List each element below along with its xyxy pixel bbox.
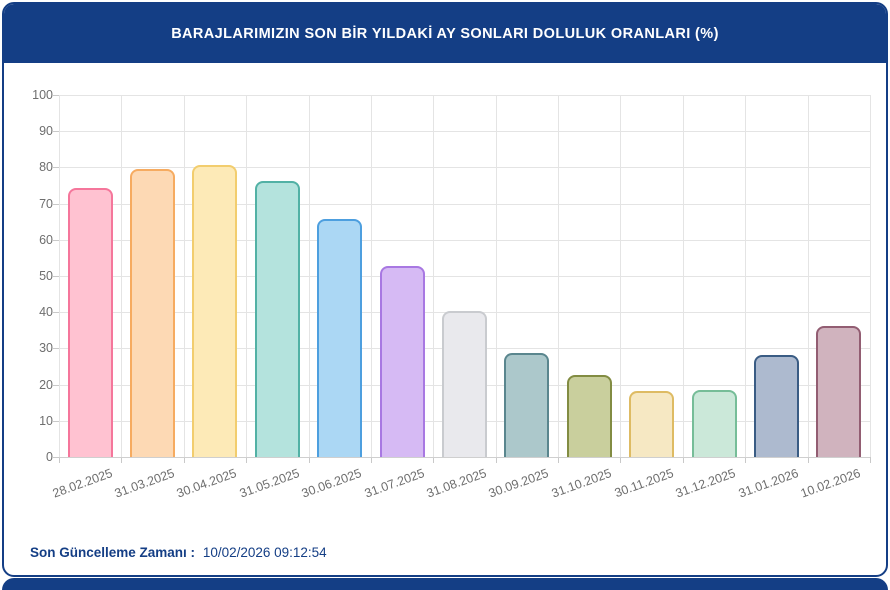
bar-31.03.2025[interactable] bbox=[130, 169, 176, 457]
x-axis-tick bbox=[183, 457, 185, 463]
x-axis-tick-label: 30.04.2025 bbox=[175, 466, 239, 501]
plot-area: 0 10 20 30 40 50 60 70 80 90 100 28.02.2025 31.03.20… bbox=[32, 88, 871, 501]
x-axis-tick-label: 28.02.2025 bbox=[50, 466, 114, 501]
bar-31.10.2025[interactable] bbox=[566, 375, 612, 457]
gridline-vertical bbox=[59, 95, 60, 457]
y-axis-tick-label: 10 bbox=[39, 413, 53, 428]
x-axis-tick bbox=[682, 457, 684, 463]
gridline-horizontal bbox=[59, 239, 870, 241]
bar-31.08.2025[interactable] bbox=[442, 311, 487, 457]
gridline-horizontal bbox=[59, 131, 870, 133]
x-axis-tick bbox=[620, 457, 622, 463]
gridline-vertical bbox=[370, 95, 372, 457]
y-axis-tick-label: 20 bbox=[39, 377, 53, 392]
bar-31.12.2025[interactable] bbox=[691, 390, 737, 457]
y-axis-tick bbox=[53, 348, 59, 350]
x-axis-tick bbox=[745, 457, 747, 463]
gridline-horizontal bbox=[59, 167, 870, 169]
y-axis-tick-label: 0 bbox=[46, 450, 53, 464]
gridline-vertical bbox=[495, 95, 497, 457]
y-axis-tick-label: 50 bbox=[39, 269, 53, 283]
x-axis-line bbox=[59, 457, 870, 458]
x-axis-tick-label: 31.10.2025 bbox=[549, 466, 614, 501]
dam-occupancy-card: BARAJLARIMIZIN SON BİR YILDAKİ AY SONLAR… bbox=[2, 2, 888, 577]
x-axis-tick-label: 10.02.2026 bbox=[799, 466, 863, 501]
bar-31.07.2025[interactable] bbox=[379, 265, 425, 457]
x-axis-tick-label: 30.09.2025 bbox=[487, 466, 551, 501]
gridline-vertical bbox=[682, 95, 684, 457]
y-axis-tick-label: 30 bbox=[39, 341, 53, 356]
x-axis-tick bbox=[246, 457, 248, 463]
gridline-vertical bbox=[807, 95, 809, 457]
x-axis-tick-label: 30.06.2025 bbox=[299, 466, 364, 501]
y-axis-tick bbox=[53, 239, 59, 241]
x-axis-tick-label: 31.05.2025 bbox=[237, 466, 302, 501]
x-axis-tick bbox=[807, 457, 809, 463]
y-axis-tick-label: 90 bbox=[39, 124, 53, 139]
x-axis-tick bbox=[433, 457, 435, 463]
gridline-horizontal bbox=[59, 203, 870, 205]
card-header: BARAJLARIMIZIN SON BİR YILDAKİ AY SONLAR… bbox=[4, 4, 886, 63]
gridline-vertical bbox=[121, 95, 123, 457]
last-update-footer: Son Güncelleme Zamanı : 10/02/2026 09:12… bbox=[30, 545, 327, 560]
y-axis-tick-label: 40 bbox=[39, 305, 53, 320]
bar-30.09.2025[interactable] bbox=[504, 353, 550, 457]
x-axis-tick bbox=[870, 457, 871, 463]
next-card-header-strip bbox=[2, 578, 888, 590]
bar-31.05.2025[interactable] bbox=[254, 181, 300, 457]
x-axis-tick-label: 31.01.2026 bbox=[736, 466, 801, 501]
gridline-vertical bbox=[620, 95, 622, 457]
x-axis-tick-label: 31.07.2025 bbox=[362, 466, 426, 501]
x-axis-tick bbox=[121, 457, 123, 463]
x-axis-tick bbox=[59, 457, 60, 463]
gridline-vertical bbox=[308, 95, 310, 457]
gridline-vertical bbox=[745, 95, 747, 457]
y-axis-tick bbox=[53, 131, 59, 133]
y-axis-tick bbox=[53, 312, 59, 314]
y-axis-tick-label: 60 bbox=[39, 232, 53, 247]
y-axis-tick bbox=[53, 457, 59, 458]
y-axis-tick bbox=[53, 203, 59, 205]
gridline-vertical bbox=[433, 95, 435, 457]
y-axis-tick-label: 70 bbox=[39, 196, 53, 211]
y-axis-tick bbox=[53, 95, 59, 96]
y-axis-tick bbox=[53, 420, 59, 422]
gridline-vertical bbox=[246, 95, 248, 457]
bar-10.02.2026[interactable] bbox=[816, 326, 862, 457]
bar-30.11.2025[interactable] bbox=[629, 391, 675, 457]
x-axis-tick bbox=[308, 457, 310, 463]
last-update-label: Son Güncelleme Zamanı : bbox=[30, 545, 196, 560]
y-axis-tick-label: 80 bbox=[39, 160, 53, 175]
x-axis-tick-label: 31.08.2025 bbox=[424, 466, 489, 501]
gridline-vertical bbox=[558, 95, 560, 457]
x-axis-tick bbox=[495, 457, 497, 463]
x-axis-tick bbox=[558, 457, 560, 463]
y-axis-tick bbox=[53, 167, 59, 169]
y-axis-tick bbox=[53, 276, 59, 277]
y-axis-tick bbox=[53, 384, 59, 386]
y-axis-tick-label: 100 bbox=[32, 88, 53, 102]
chart-title: BARAJLARIMIZIN SON BİR YILDAKİ AY SONLAR… bbox=[171, 25, 719, 42]
bar-31.01.2026[interactable] bbox=[753, 355, 799, 457]
x-axis-tick-label: 30.11.2025 bbox=[612, 466, 676, 501]
gridline-horizontal bbox=[59, 276, 870, 277]
x-axis-tick-label: 31.12.2025 bbox=[674, 466, 738, 501]
gridline-horizontal bbox=[59, 95, 870, 96]
x-axis-tick-label: 31.03.2025 bbox=[112, 466, 177, 501]
bar-28.02.2025[interactable] bbox=[67, 188, 113, 457]
bar-30.04.2025[interactable] bbox=[192, 164, 238, 457]
gridline-vertical bbox=[870, 95, 871, 457]
x-axis-tick bbox=[370, 457, 372, 463]
bar-30.06.2025[interactable] bbox=[317, 218, 363, 457]
last-update-value: 10/02/2026 09:12:54 bbox=[202, 545, 327, 560]
gridline-vertical bbox=[183, 95, 185, 457]
